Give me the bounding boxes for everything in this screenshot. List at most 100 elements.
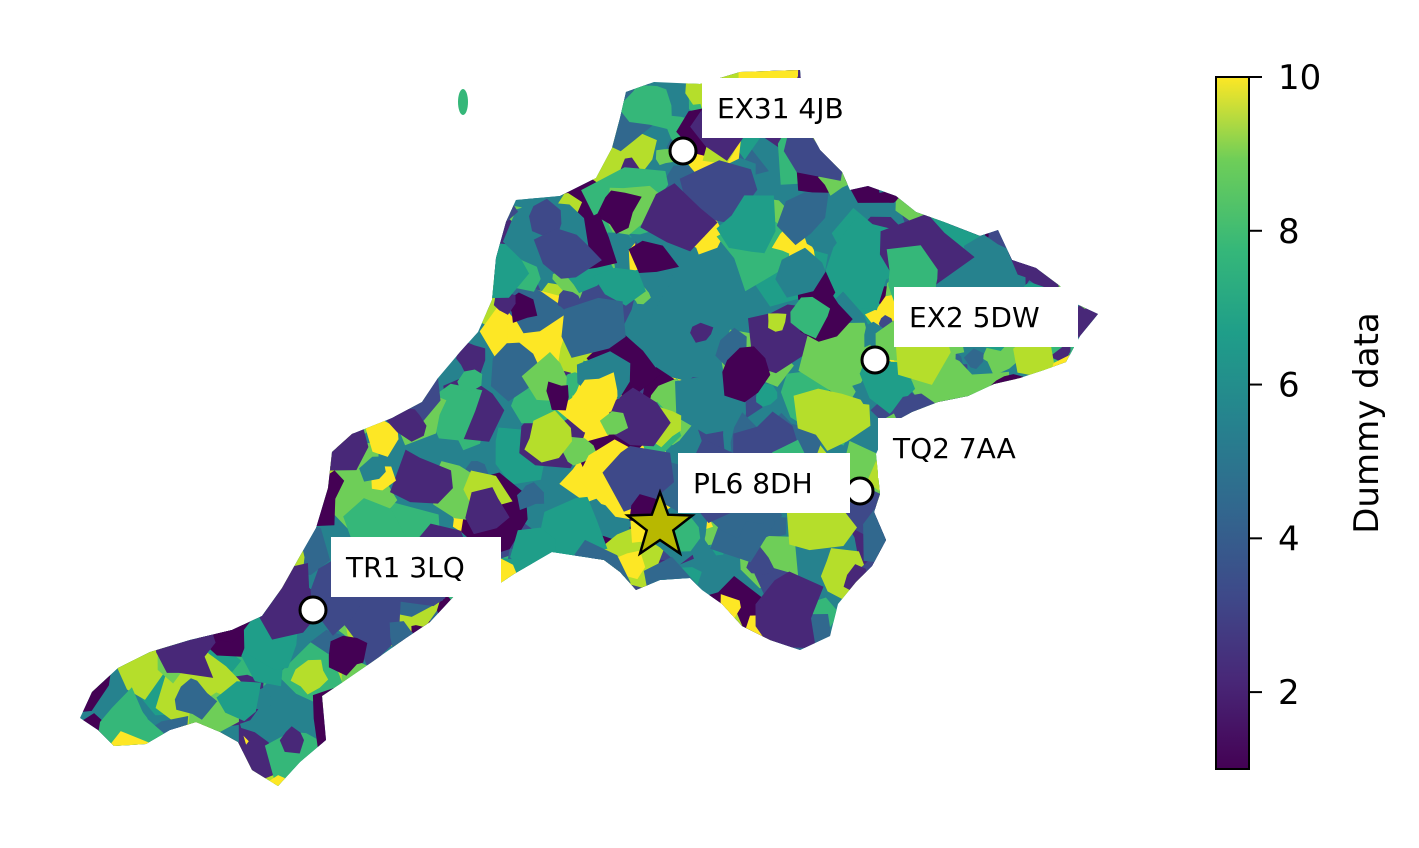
- region-cell: [628, 240, 679, 273]
- region-cell: [1061, 562, 1098, 633]
- region-cell: [668, 612, 706, 649]
- region-cell: [541, 663, 586, 696]
- region-cell: [236, 392, 288, 459]
- region-cell: [180, 357, 240, 409]
- circle-marker: [298, 595, 328, 625]
- region-cell: [599, 411, 629, 435]
- region-cell: [218, 245, 289, 305]
- region-cell: [578, 753, 615, 786]
- region-cell: [1073, 463, 1098, 516]
- region-cell: [1006, 160, 1065, 213]
- region-cell: [524, 70, 596, 130]
- region-cell: [93, 742, 122, 784]
- region-cell: [209, 754, 251, 786]
- region-cell: [926, 523, 1002, 578]
- region-cell: [571, 70, 591, 86]
- region-cell: [110, 433, 194, 492]
- region-cell: [128, 398, 169, 444]
- region-cell: [148, 411, 203, 463]
- region-cell: [386, 408, 427, 442]
- region-cell: [618, 760, 684, 786]
- region-cell: [607, 756, 666, 786]
- region-cell: [716, 195, 776, 254]
- colorbar-tick-label: 4: [1278, 519, 1300, 559]
- region-cell: [690, 322, 714, 343]
- region-cell: [699, 637, 744, 679]
- region-cell: [921, 78, 968, 131]
- colorbar-tick-label: 2: [1278, 673, 1300, 713]
- region-cell: [1002, 612, 1039, 665]
- region-cell: [381, 258, 426, 303]
- region-cell: [1013, 710, 1077, 768]
- region-cell: [235, 443, 285, 489]
- region-cell: [925, 620, 973, 662]
- region-cell: [80, 627, 103, 653]
- region-cell: [517, 126, 568, 184]
- region-cell: [1002, 637, 1076, 712]
- region-cell: [981, 529, 1004, 545]
- region-cell: [837, 70, 915, 88]
- region-cell: [1046, 758, 1071, 781]
- region-cell: [321, 107, 339, 128]
- region-cell: [166, 283, 211, 321]
- region-cell: [123, 349, 198, 434]
- region-cell: [879, 763, 931, 786]
- region-cell: [1062, 524, 1098, 572]
- region-cell: [364, 419, 399, 457]
- region-cell: [885, 605, 966, 690]
- region-cell: [1070, 183, 1098, 219]
- region-cell: [100, 353, 134, 385]
- region-cell: [112, 81, 142, 104]
- region-cell: [655, 590, 699, 632]
- region-cell: [1076, 649, 1098, 672]
- region-cell: [419, 755, 451, 786]
- region-cell: [898, 720, 944, 761]
- region-cell: [277, 83, 333, 157]
- region-cell: [1088, 679, 1098, 713]
- region-cell: [617, 84, 673, 131]
- region-cell: [862, 688, 901, 726]
- region-cell: [451, 264, 473, 283]
- region-cell: [139, 509, 177, 559]
- region-cell: [589, 594, 615, 618]
- region-cell: [80, 163, 92, 192]
- region-cell: [952, 558, 985, 600]
- region-cell: [989, 752, 1042, 786]
- marker-label-box: [894, 287, 1078, 347]
- region-cell: [336, 692, 369, 726]
- region-cell: [210, 439, 274, 500]
- region-cell: [446, 655, 477, 695]
- region-cell: [490, 342, 544, 402]
- region-cell: [282, 337, 333, 389]
- region-cell: [317, 238, 362, 292]
- region-cell: [242, 415, 298, 471]
- region-cell: [1016, 588, 1060, 637]
- region-cell: [1008, 681, 1060, 728]
- region-cell: [972, 696, 1015, 737]
- region-cell: [756, 770, 800, 786]
- region-cell: [698, 711, 778, 786]
- region-cell: [677, 604, 727, 645]
- region-cell: [266, 359, 286, 383]
- region-cell: [385, 733, 486, 786]
- region-cell: [776, 192, 829, 246]
- region-cell: [280, 76, 366, 141]
- region-cell: [205, 759, 230, 784]
- region-cell: [121, 181, 189, 238]
- region-cell: [386, 304, 444, 377]
- region-cell: [450, 70, 476, 91]
- region-cell: [942, 105, 999, 146]
- region-cell: [80, 157, 108, 199]
- region-cell: [516, 619, 568, 676]
- region-cell: [877, 553, 913, 584]
- region-cell: [1026, 70, 1077, 106]
- region-cell: [99, 492, 134, 533]
- marker-label: EX31 4JB: [717, 92, 844, 125]
- region-cell: [993, 384, 1033, 420]
- region-cell: [788, 698, 846, 745]
- region-cell: [561, 297, 626, 358]
- region-cell: [156, 70, 184, 93]
- circle-marker: [668, 136, 698, 166]
- region-cell: [865, 636, 926, 707]
- region-cell: [232, 108, 289, 162]
